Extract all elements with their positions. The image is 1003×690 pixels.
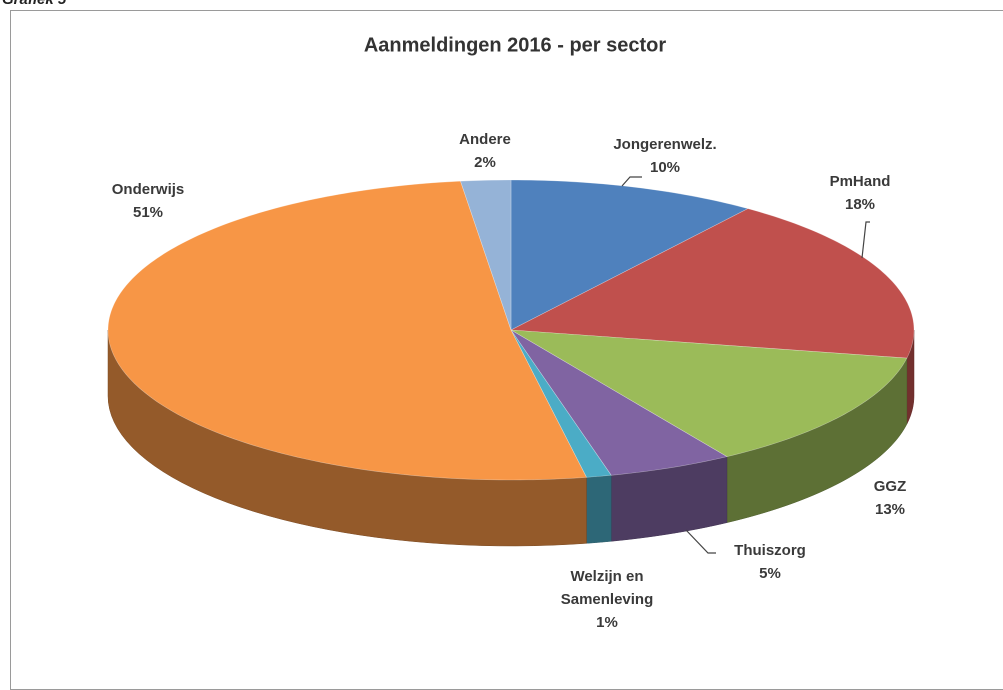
category-label: Jongerenwelz.: [613, 136, 717, 153]
value-label: 1%: [596, 614, 618, 631]
slice: [510, 179, 749, 331]
slice: [510, 329, 908, 457]
category-label: PmHand: [829, 173, 891, 190]
value-label: 5%: [759, 565, 781, 582]
category-label: Andere: [459, 131, 511, 148]
slice-label: Thuiszorg 5%: [734, 539, 806, 585]
slices: [107, 179, 915, 547]
category-label: Thuiszorg: [734, 542, 806, 559]
category-label: GGZ: [873, 478, 907, 495]
chart-title: Aanmeldingen 2016 - per sector: [364, 34, 667, 56]
category-label: Onderwijs: [111, 181, 185, 198]
leader-line: [685, 529, 716, 554]
category-label: Welzijn en Samenleving: [560, 568, 654, 608]
slice: [509, 208, 915, 359]
value-label: 51%: [132, 204, 164, 221]
slice-label: Welzijn en Samenleving 1%: [552, 565, 662, 634]
leader-line: [861, 221, 870, 259]
slice-side: [586, 475, 612, 544]
leader-lines: [621, 176, 870, 554]
value-label: 10%: [649, 159, 681, 176]
caption: Grafiek 5: [2, 0, 66, 8]
value-label: 13%: [874, 501, 906, 518]
slice-label: Jongerenwelz. 10%: [613, 133, 716, 179]
slice: [460, 179, 512, 331]
value-label: 18%: [844, 196, 876, 213]
slice-label: Andere 2%: [459, 128, 511, 174]
slice-label: PmHand 18%: [830, 170, 891, 216]
slice: [107, 180, 587, 481]
slice: [510, 329, 728, 476]
slice-label: GGZ 13%: [874, 475, 907, 521]
leader-line: [621, 176, 642, 187]
slice-label: Onderwijs 51%: [112, 178, 185, 224]
value-label: 2%: [474, 154, 496, 171]
